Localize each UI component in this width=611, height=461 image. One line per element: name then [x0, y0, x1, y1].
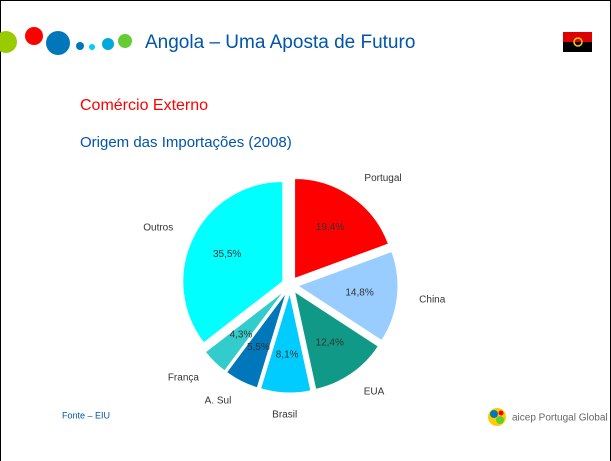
source: Fonte – EIU	[62, 410, 110, 420]
section-title: Comércio Externo	[80, 97, 208, 114]
category-label: França	[168, 372, 200, 383]
category-label: Brasil	[272, 410, 297, 421]
pie-slice	[182, 180, 284, 344]
logo-icon	[488, 408, 506, 426]
decor-dots	[0, 27, 132, 55]
flag	[563, 32, 592, 52]
pie-slice	[293, 290, 379, 390]
chart-title: Origem das Importações (2008)	[80, 134, 292, 151]
value-label: 12,4%	[316, 337, 344, 348]
category-label: A. Sul	[205, 396, 232, 407]
value-label: 19,4%	[316, 222, 344, 233]
pie-slice	[225, 291, 287, 389]
value-label: 4,3%	[230, 330, 253, 341]
value-label: 35,5%	[213, 249, 241, 260]
pie-slice	[294, 177, 390, 280]
slide-header: Angola – Uma Aposta de Futuro	[145, 32, 415, 53]
pie-slice	[204, 290, 285, 372]
pie-slice	[296, 250, 399, 342]
value-label: 8,1%	[276, 350, 299, 361]
value-label: 5,5%	[247, 342, 270, 353]
category-label: EUA	[364, 387, 385, 398]
pie-slice	[259, 291, 312, 394]
logo-text: aicep Portugal Global	[512, 413, 608, 424]
value-label: 14,8%	[345, 288, 373, 299]
category-label: China	[419, 294, 446, 305]
category-label: Portugal	[364, 173, 401, 184]
category-label: Outros	[143, 222, 173, 233]
